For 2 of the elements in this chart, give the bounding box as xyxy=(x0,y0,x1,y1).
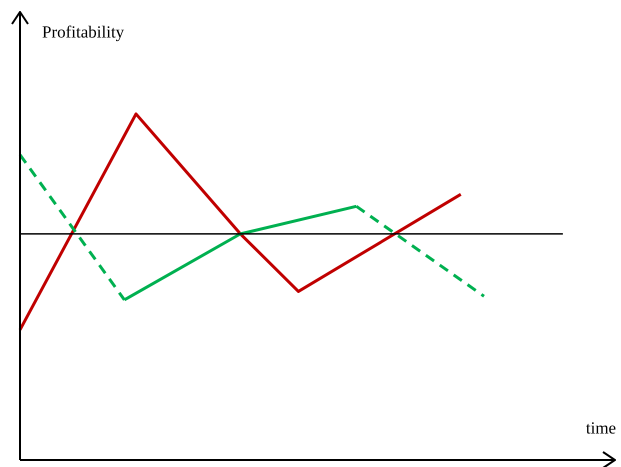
text: time xyxy=(586,418,616,438)
y-axis-title: Profitability xyxy=(42,22,125,42)
